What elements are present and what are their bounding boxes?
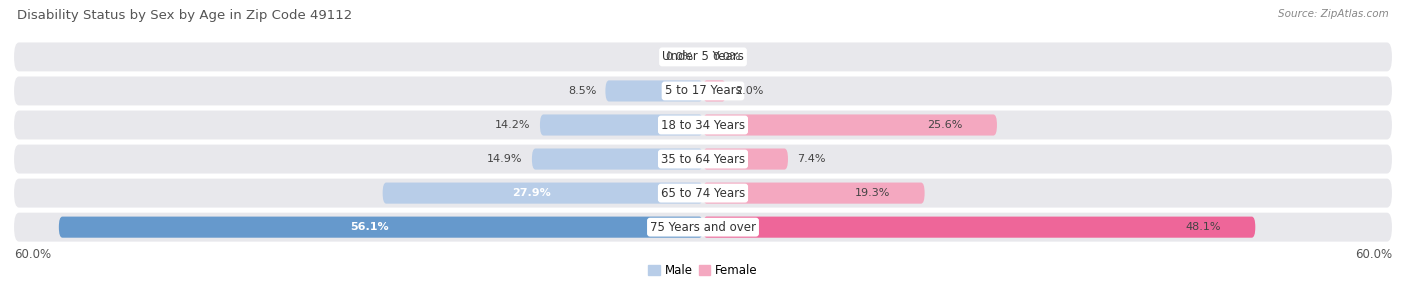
FancyBboxPatch shape xyxy=(531,148,703,170)
Text: 0.0%: 0.0% xyxy=(713,52,741,62)
FancyBboxPatch shape xyxy=(703,216,1256,238)
Text: Under 5 Years: Under 5 Years xyxy=(662,50,744,64)
FancyBboxPatch shape xyxy=(703,182,925,204)
Text: 2.0%: 2.0% xyxy=(735,86,763,96)
FancyBboxPatch shape xyxy=(14,43,1392,71)
Text: 8.5%: 8.5% xyxy=(568,86,596,96)
Text: 60.0%: 60.0% xyxy=(14,248,51,261)
Text: 25.6%: 25.6% xyxy=(927,120,963,130)
Text: 18 to 34 Years: 18 to 34 Years xyxy=(661,119,745,132)
FancyBboxPatch shape xyxy=(14,77,1392,105)
FancyBboxPatch shape xyxy=(703,148,787,170)
FancyBboxPatch shape xyxy=(540,114,703,136)
Text: 14.9%: 14.9% xyxy=(488,154,523,164)
Legend: Male, Female: Male, Female xyxy=(644,259,762,282)
Text: 7.4%: 7.4% xyxy=(797,154,825,164)
Text: 14.2%: 14.2% xyxy=(495,120,531,130)
Text: 27.9%: 27.9% xyxy=(512,188,551,198)
FancyBboxPatch shape xyxy=(382,182,703,204)
Text: Source: ZipAtlas.com: Source: ZipAtlas.com xyxy=(1278,9,1389,19)
Text: Disability Status by Sex by Age in Zip Code 49112: Disability Status by Sex by Age in Zip C… xyxy=(17,9,352,22)
FancyBboxPatch shape xyxy=(14,145,1392,174)
FancyBboxPatch shape xyxy=(703,114,997,136)
FancyBboxPatch shape xyxy=(14,213,1392,242)
FancyBboxPatch shape xyxy=(59,216,703,238)
Text: 19.3%: 19.3% xyxy=(855,188,890,198)
Text: 0.0%: 0.0% xyxy=(665,52,693,62)
Text: 56.1%: 56.1% xyxy=(350,222,388,232)
Text: 65 to 74 Years: 65 to 74 Years xyxy=(661,187,745,200)
Text: 75 Years and over: 75 Years and over xyxy=(650,221,756,234)
FancyBboxPatch shape xyxy=(14,111,1392,140)
FancyBboxPatch shape xyxy=(703,80,725,102)
Text: 48.1%: 48.1% xyxy=(1185,222,1220,232)
FancyBboxPatch shape xyxy=(14,179,1392,208)
FancyBboxPatch shape xyxy=(606,80,703,102)
Text: 35 to 64 Years: 35 to 64 Years xyxy=(661,153,745,166)
Text: 60.0%: 60.0% xyxy=(1355,248,1392,261)
Text: 5 to 17 Years: 5 to 17 Years xyxy=(665,85,741,98)
